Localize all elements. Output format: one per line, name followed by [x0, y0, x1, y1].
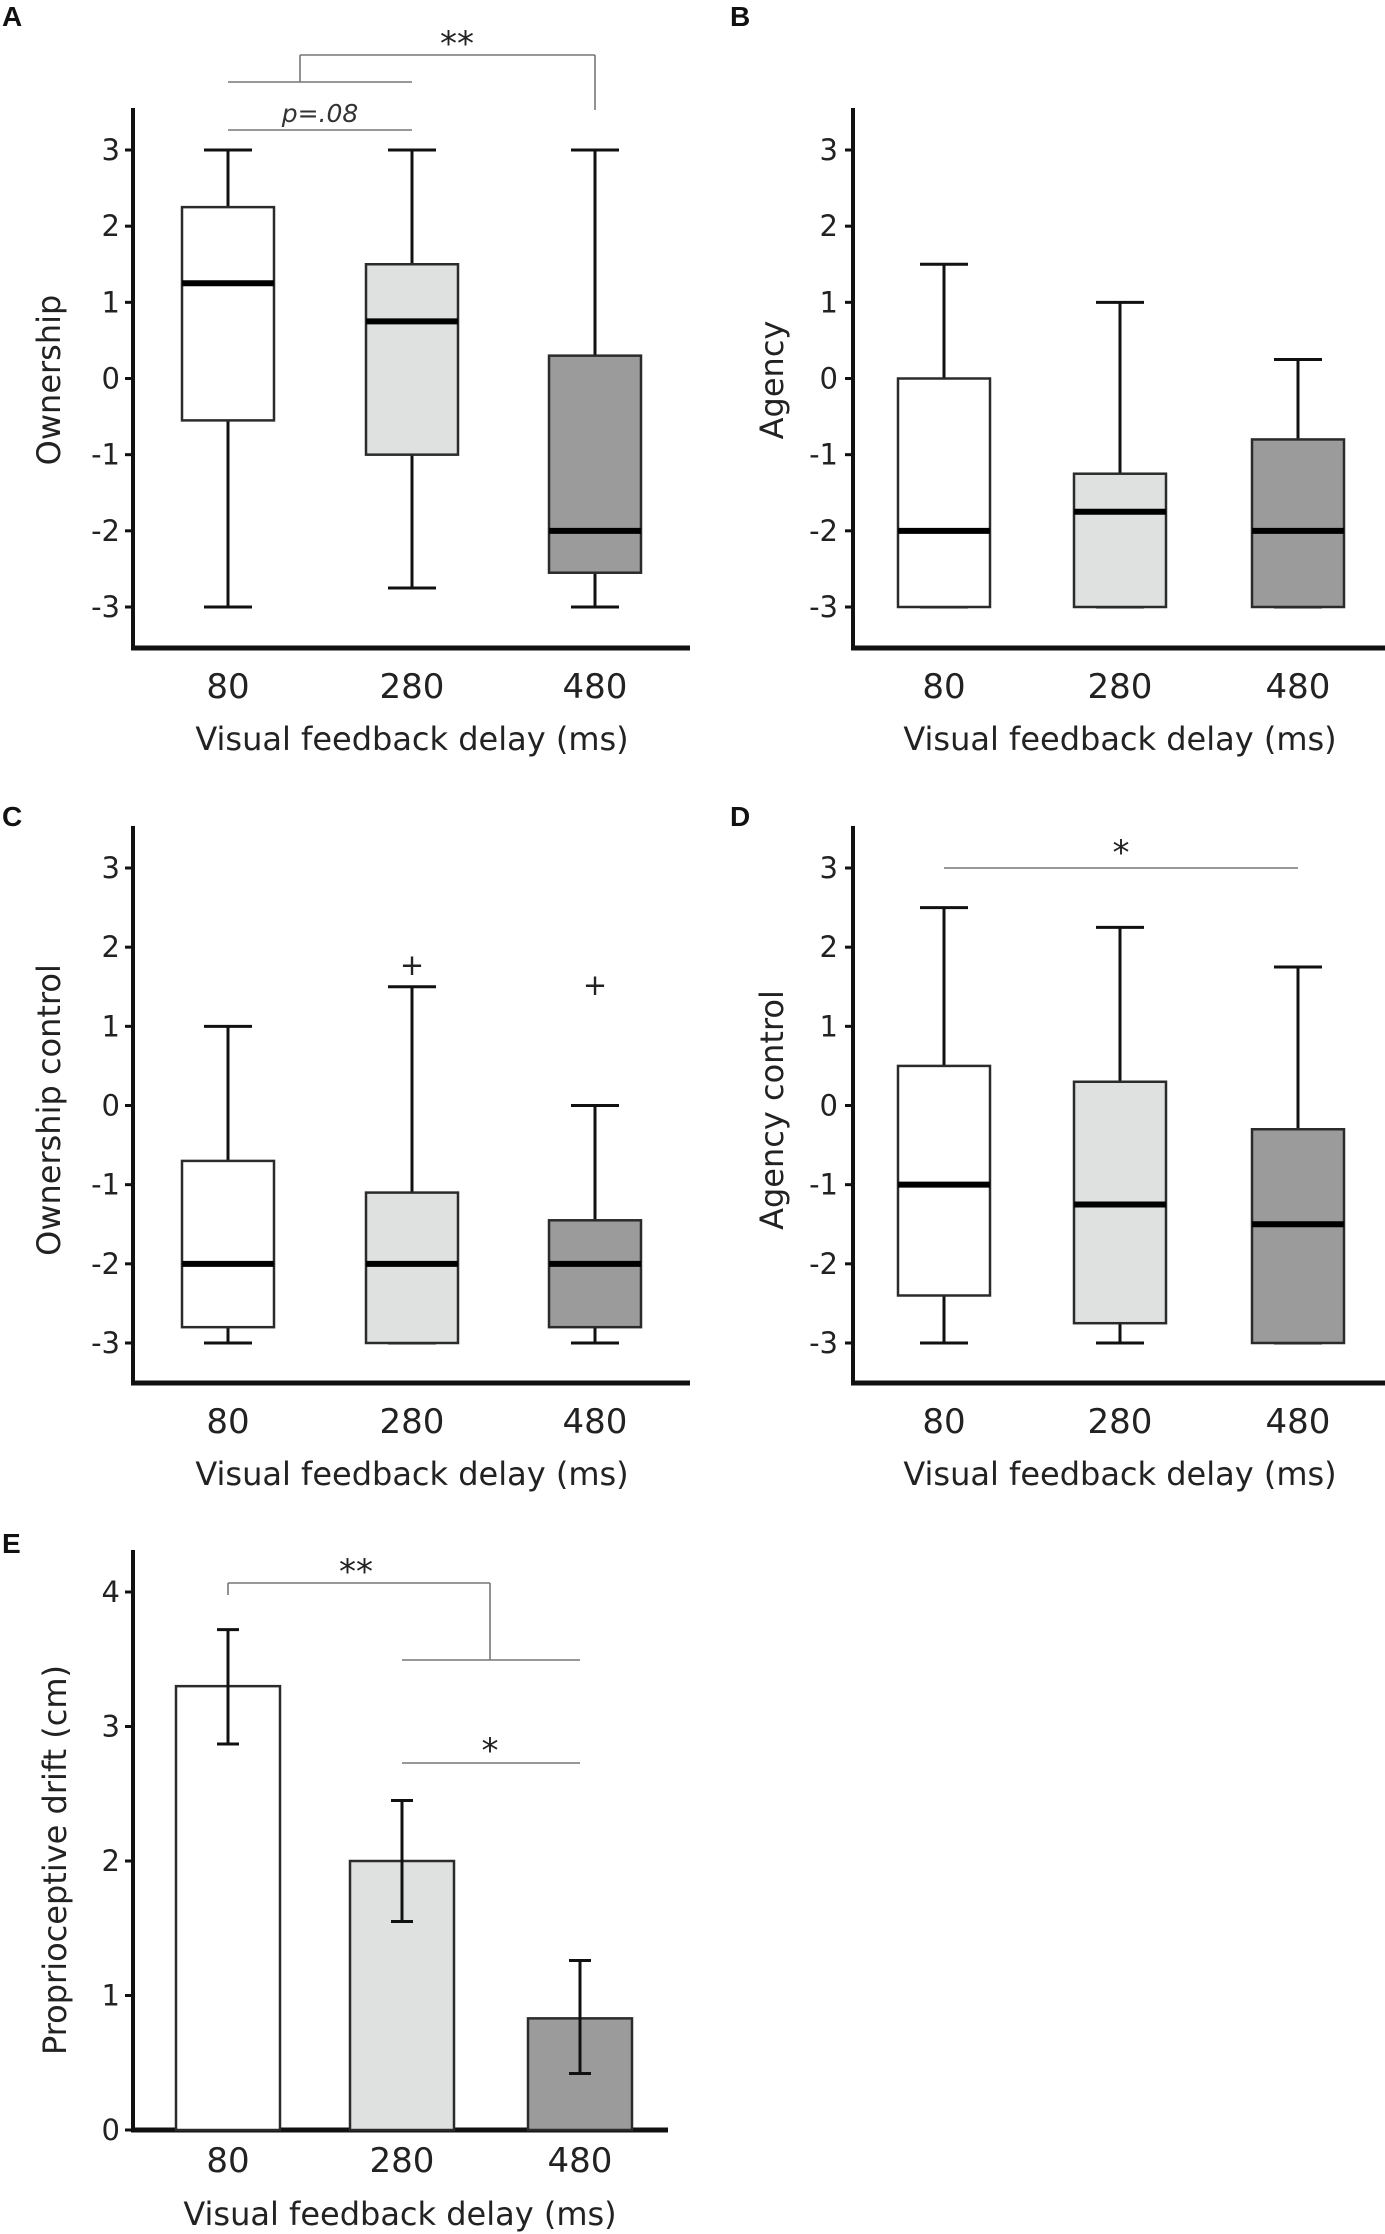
- y-tick-label: 1: [820, 285, 838, 319]
- panel-c-letter: C: [2, 801, 22, 832]
- y-tick-label: -1: [809, 1168, 838, 1202]
- x-tick-label-480: 480: [563, 667, 628, 707]
- panel-b-ylabel: Agency: [753, 321, 791, 440]
- panel-c-xlabel: Visual feedback delay (ms): [195, 1455, 628, 1493]
- panel-a: A 3 2 1 0 -1 -2 -3 80 280 480 p=.08 ** Ownership Vi…: [2, 1, 690, 758]
- x-tick-label-480: 480: [1266, 1402, 1331, 1442]
- x-tick-label-480: 480: [548, 2141, 613, 2181]
- box-480: [1250, 1128, 1346, 1345]
- x-tick-label-80: 80: [206, 1402, 249, 1442]
- y-tick-label: 1: [102, 285, 120, 319]
- y-tick-label: 2: [102, 1844, 120, 1878]
- y-tick-label: 4: [102, 1575, 120, 1609]
- y-tick-label: 1: [820, 1009, 838, 1043]
- x-tick-label-280: 280: [1088, 1402, 1153, 1442]
- panel-e-xlabel: Visual feedback delay (ms): [183, 2195, 616, 2233]
- y-tick-label: 0: [820, 1089, 838, 1123]
- y-tick-label: 3: [820, 133, 838, 167]
- x-tick-label-280: 280: [380, 1402, 445, 1442]
- y-tick-label: 0: [820, 362, 838, 396]
- x-tick-label-480: 480: [563, 1402, 628, 1442]
- panel-d-xlabel: Visual feedback delay (ms): [903, 1455, 1336, 1493]
- bracket-sig-label-1: **: [339, 1552, 373, 1592]
- box-280: [364, 1191, 460, 1345]
- x-tick-label-80: 80: [206, 2141, 249, 2181]
- panel-b: B 3 2 1 0 -1 -2 -3 80 280 480 Agency Visual feedb…: [730, 1, 1385, 758]
- y-tick-label: 0: [102, 362, 120, 396]
- box-280: [1072, 472, 1168, 609]
- outlier-marker: +: [400, 948, 424, 982]
- y-tick-label: 3: [102, 851, 120, 885]
- bracket-sig-label-2: *: [482, 1731, 499, 1771]
- y-tick-label: 3: [102, 133, 120, 167]
- y-tick-label: 3: [820, 851, 838, 885]
- panel-b-xlabel: Visual feedback delay (ms): [903, 720, 1336, 758]
- panel-c-ylabel: Ownership control: [30, 964, 68, 1256]
- x-tick-label-280: 280: [1088, 667, 1153, 707]
- box-480: [547, 1219, 643, 1329]
- y-tick-label: 1: [102, 1009, 120, 1043]
- y-tick-label: -3: [91, 1326, 120, 1360]
- panel-b-letter: B: [730, 1, 750, 32]
- bracket-sig-label: *: [1113, 833, 1130, 873]
- box-480: [1250, 438, 1346, 609]
- bracket-p-label: p=.08: [281, 99, 359, 128]
- y-tick-label: 2: [102, 930, 120, 964]
- y-tick-label: -2: [91, 514, 120, 548]
- panel-a-letter: A: [2, 1, 22, 32]
- x-tick-label-80: 80: [922, 1402, 965, 1442]
- y-tick-label: -2: [809, 1247, 838, 1281]
- box-480: [547, 354, 643, 574]
- x-tick-label-280: 280: [370, 2141, 435, 2181]
- bar-80: [174, 1684, 282, 2132]
- y-tick-label: 0: [102, 2113, 120, 2147]
- box-280: [364, 263, 460, 456]
- y-tick-label: -1: [91, 438, 120, 472]
- x-tick-label-80: 80: [922, 667, 965, 707]
- y-tick-label: -2: [91, 1247, 120, 1281]
- panel-d-letter: D: [730, 801, 750, 832]
- box-80: [180, 205, 276, 422]
- x-tick-label-80: 80: [206, 667, 249, 707]
- bracket-sig-label: **: [440, 24, 474, 64]
- panel-a-xlabel: Visual feedback delay (ms): [195, 720, 628, 758]
- y-tick-label: 3: [102, 1710, 120, 1744]
- y-tick-label: -1: [809, 438, 838, 472]
- panel-d-ylabel: Agency control: [753, 990, 791, 1230]
- box-80: [896, 1064, 992, 1297]
- panel-e-letter: E: [2, 1528, 21, 1559]
- panel-d: D 3 2 1 0 -1 -2 -3 80 280 480 * Agency control Vis…: [730, 801, 1385, 1493]
- y-tick-label: -3: [91, 590, 120, 624]
- y-tick-label: 0: [102, 1089, 120, 1123]
- box-80: [896, 377, 992, 609]
- y-tick-label: -3: [809, 590, 838, 624]
- box-80: [180, 1159, 276, 1329]
- outlier-marker: +: [583, 968, 607, 1002]
- y-tick-label: 1: [102, 1979, 120, 2013]
- x-tick-label-480: 480: [1266, 667, 1331, 707]
- panel-c: C 3 2 1 0 -1 -2 -3 80 280 480 + + Ownership control…: [2, 801, 690, 1493]
- y-tick-label: -2: [809, 514, 838, 548]
- y-tick-label: 2: [820, 209, 838, 243]
- x-tick-label-280: 280: [380, 667, 445, 707]
- panel-e-ylabel: Proprioceptive drift (cm): [36, 1665, 74, 2055]
- panel-a-ylabel: Ownership: [30, 295, 68, 466]
- y-tick-label: 2: [820, 930, 838, 964]
- y-tick-label: -1: [91, 1168, 120, 1202]
- y-tick-label: 2: [102, 209, 120, 243]
- y-tick-label: -3: [809, 1326, 838, 1360]
